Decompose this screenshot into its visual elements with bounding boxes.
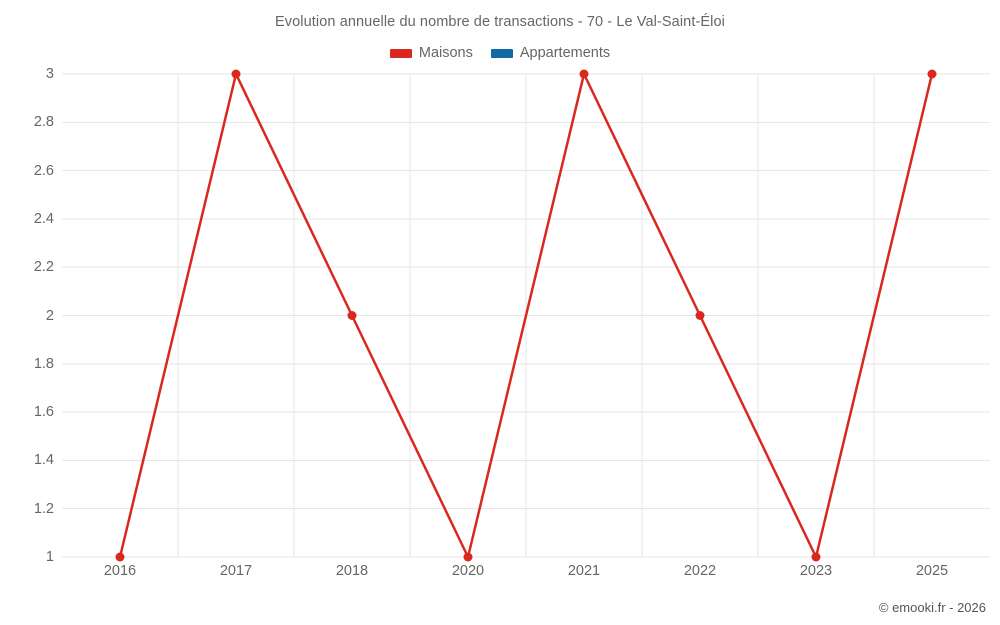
plot-area <box>62 69 990 562</box>
x-axis-tick-labels: 2016 2017 2018 2020 2021 2022 2023 2025 <box>62 563 990 587</box>
x-tick-label: 2022 <box>683 563 717 579</box>
x-tick-label: 2017 <box>219 563 253 579</box>
x-tick-label: 2025 <box>915 563 949 579</box>
y-tick-label: 1.4 <box>33 452 54 469</box>
data-point-marker[interactable] <box>347 311 357 320</box>
data-point-marker[interactable] <box>115 552 125 562</box>
data-point-marker[interactable] <box>579 69 589 79</box>
legend-label-maisons: Maisons <box>418 45 473 61</box>
y-tick-label: 2 <box>45 307 54 324</box>
data-point-marker[interactable] <box>463 552 473 562</box>
data-point-marker[interactable] <box>695 311 705 320</box>
data-point-marker[interactable] <box>927 69 937 79</box>
y-tick-label: 2.2 <box>33 259 54 276</box>
series-maisons <box>115 69 937 562</box>
x-tick-label: 2016 <box>103 563 137 579</box>
plot-svg <box>62 69 990 562</box>
y-tick-label: 1.2 <box>33 500 54 517</box>
y-axis-tick-labels: 1 1.2 1.4 1.6 1.8 2 2.2 2.4 2.6 2.8 3 <box>0 66 54 565</box>
x-tick-label: 2020 <box>451 563 485 579</box>
data-point-marker[interactable] <box>231 69 241 79</box>
x-tick-label: 2021 <box>567 563 601 579</box>
y-tick-label: 1.8 <box>33 355 54 372</box>
y-tick-label: 1 <box>45 549 54 565</box>
chart-title: Evolution annuelle du nombre de transact… <box>275 14 725 30</box>
series-line <box>118 72 934 559</box>
y-tick-label: 1.6 <box>33 404 54 421</box>
legend-item-appartements[interactable]: Appartements <box>490 45 611 61</box>
y-tick-label: 2.6 <box>33 162 54 179</box>
legend-swatch-appartements <box>490 48 513 58</box>
legend-item-maisons[interactable]: Maisons <box>389 45 473 61</box>
chart-credit: © emooki.fr - 2026 <box>878 600 986 615</box>
data-point-marker[interactable] <box>811 552 821 562</box>
chart-legend: Maisons Appartements <box>0 45 1000 61</box>
y-tick-label: 2.8 <box>33 114 54 131</box>
legend-swatch-maisons <box>389 48 412 58</box>
x-tick-label: 2023 <box>799 563 833 579</box>
legend-label-appartements: Appartements <box>519 45 611 61</box>
y-tick-label: 2.4 <box>33 210 54 227</box>
y-tick-label: 3 <box>45 66 54 82</box>
x-tick-label: 2018 <box>335 563 369 579</box>
